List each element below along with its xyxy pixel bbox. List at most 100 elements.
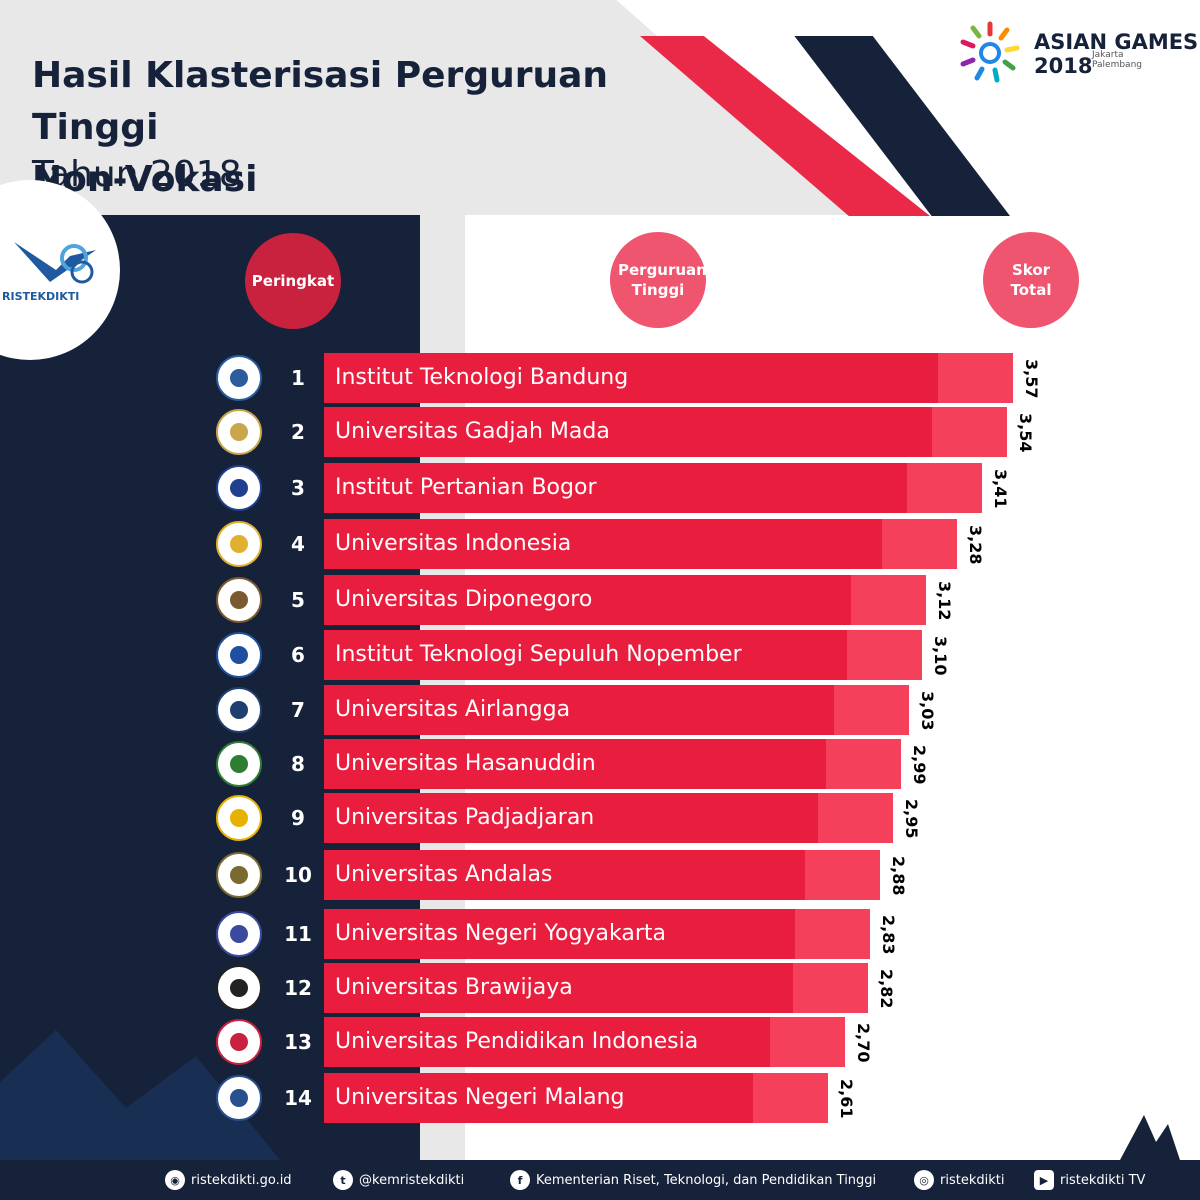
university-logo-emblem — [230, 423, 248, 441]
university-logo-icon — [216, 965, 262, 1011]
university-logo-icon — [216, 911, 262, 957]
university-logo-emblem — [230, 369, 248, 387]
score-value: 2,83 — [879, 915, 899, 955]
asian-games-year: 2018 — [1034, 54, 1093, 78]
score-bar-fill — [324, 1073, 753, 1123]
footer-instagram[interactable]: ◎ ristekdikti — [914, 1170, 1004, 1190]
university-logo-emblem — [230, 925, 248, 943]
asian-games-place-1: Jakarta — [1092, 50, 1124, 60]
score-value: 3,57 — [1022, 359, 1041, 399]
university-logo-icon — [216, 852, 262, 898]
university-logo-emblem — [230, 1033, 248, 1051]
page-title: Hasil Klasterisasi Perguruan Tinggi Non-… — [32, 50, 712, 206]
university-logo-emblem — [230, 866, 248, 884]
score-bar-fill — [324, 353, 938, 403]
university-logo-icon — [216, 409, 262, 455]
university-logo-icon — [216, 577, 262, 623]
university-name: Universitas Andalas — [335, 862, 553, 887]
header-university-label: Perguruan Tinggi — [618, 261, 707, 299]
rank-label: 5 — [291, 588, 305, 612]
footer-website[interactable]: ◉ ristekdikti.go.id — [165, 1170, 292, 1190]
header-university: Perguruan Tinggi — [610, 232, 707, 328]
score-bar: Universitas Hasanuddin — [324, 739, 902, 789]
university-name: Universitas Airlangga — [335, 697, 571, 722]
score-value: 2,61 — [836, 1079, 856, 1119]
university-name: Institut Pertanian Bogor — [335, 475, 597, 500]
instagram-icon: ◎ — [914, 1170, 934, 1190]
university-logo-icon — [216, 1075, 262, 1121]
university-logo-emblem — [230, 479, 248, 497]
score-value: 3,10 — [931, 636, 951, 676]
university-name: Institut Teknologi Bandung — [335, 365, 629, 390]
footer-website-text: ristekdikti.go.id — [191, 1172, 292, 1188]
footer-twitter[interactable]: t @kemristekdikti — [333, 1170, 464, 1190]
university-name: Universitas Negeri Yogyakarta — [335, 921, 666, 946]
footer-twitter-text: @kemristekdikti — [359, 1172, 465, 1188]
score-bar-fill — [324, 407, 933, 457]
footer-instagram-text: ristekdikti — [940, 1172, 1005, 1188]
score-bar-fill — [324, 850, 805, 900]
asian-games-title: ASIAN GAMES 2018 — [1034, 30, 1198, 78]
university-logo-emblem — [230, 809, 248, 827]
asian-games-name: ASIAN GAMES — [1034, 30, 1199, 54]
score-bar: Universitas Negeri Yogyakarta — [324, 909, 871, 959]
university-name: Institut Teknologi Sepuluh Nopember — [335, 642, 742, 667]
score-value: 2,88 — [888, 856, 908, 896]
university-logo-icon — [216, 741, 262, 787]
score-bar: Universitas Pendidikan Indonesia — [324, 1017, 846, 1067]
youtube-icon: ▶ — [1034, 1170, 1054, 1190]
header-rank: Peringkat — [245, 233, 341, 329]
footer-youtube[interactable]: ▶ ristekdikti TV — [1034, 1170, 1145, 1190]
rank-label: 3 — [291, 476, 305, 500]
university-logo-icon — [216, 632, 262, 678]
globe-icon: ◉ — [165, 1170, 185, 1190]
university-logo-icon — [216, 687, 262, 733]
header-score: Skor Total — [983, 232, 1079, 328]
rank-label: 4 — [291, 532, 305, 556]
score-value: 2,95 — [902, 799, 922, 839]
footer-facebook[interactable]: f Kementerian Riset, Teknologi, dan Pend… — [510, 1170, 876, 1190]
university-logo-icon — [216, 1019, 262, 1065]
rank-label: 11 — [284, 922, 312, 946]
score-bar: Institut Teknologi Sepuluh Nopember — [324, 630, 923, 680]
rank-label: 9 — [291, 806, 305, 830]
university-logo-emblem — [230, 535, 248, 553]
score-bar: Universitas Airlangga — [324, 685, 909, 735]
rank-label: 14 — [284, 1086, 312, 1110]
footer-bar — [0, 1160, 1200, 1200]
university-name: Universitas Padjadjaran — [335, 805, 595, 830]
university-logo-emblem — [230, 591, 248, 609]
rank-label: 1 — [291, 366, 305, 390]
university-name: Universitas Diponegoro — [335, 587, 593, 612]
score-bar: Universitas Negeri Malang — [324, 1073, 828, 1123]
asian-games-place-2: Palembang — [1092, 60, 1142, 70]
score-bar-fill — [324, 575, 852, 625]
score-bar: Universitas Diponegoro — [324, 575, 927, 625]
university-name: Universitas Gadjah Mada — [335, 419, 610, 444]
ristekdikti-logo-text: RISTEKDIKTI — [2, 290, 80, 303]
university-logo-emblem — [230, 755, 248, 773]
rank-label: 10 — [284, 863, 312, 887]
university-name: Universitas Pendidikan Indonesia — [335, 1029, 699, 1054]
score-value: 3,12 — [935, 581, 955, 621]
university-name: Universitas Brawijaya — [335, 975, 573, 1000]
rank-label: 13 — [284, 1030, 312, 1054]
facebook-icon: f — [510, 1170, 530, 1190]
footer-facebook-text: Kementerian Riset, Teknologi, dan Pendid… — [536, 1172, 877, 1188]
asian-games-place: Jakarta Palembang — [1092, 50, 1142, 70]
university-logo-icon — [216, 521, 262, 567]
asian-games-logo-icon — [960, 21, 1020, 83]
header-score-label: Skor Total — [1010, 261, 1052, 299]
score-value: 2,82 — [877, 969, 897, 1009]
score-bar: Institut Pertanian Bogor — [324, 463, 983, 513]
score-bar-fill — [324, 519, 883, 569]
rank-label: 12 — [284, 976, 312, 1000]
university-logo-emblem — [230, 1089, 248, 1107]
university-logo-emblem — [230, 701, 248, 719]
ristekdikti-logo-icon — [14, 242, 96, 284]
score-bar-fill — [324, 793, 819, 843]
score-bar-fill — [324, 463, 908, 513]
score-value: 2,70 — [854, 1023, 874, 1063]
footer-youtube-text: ristekdikti TV — [1060, 1172, 1146, 1188]
score-bar-fill — [324, 739, 827, 789]
